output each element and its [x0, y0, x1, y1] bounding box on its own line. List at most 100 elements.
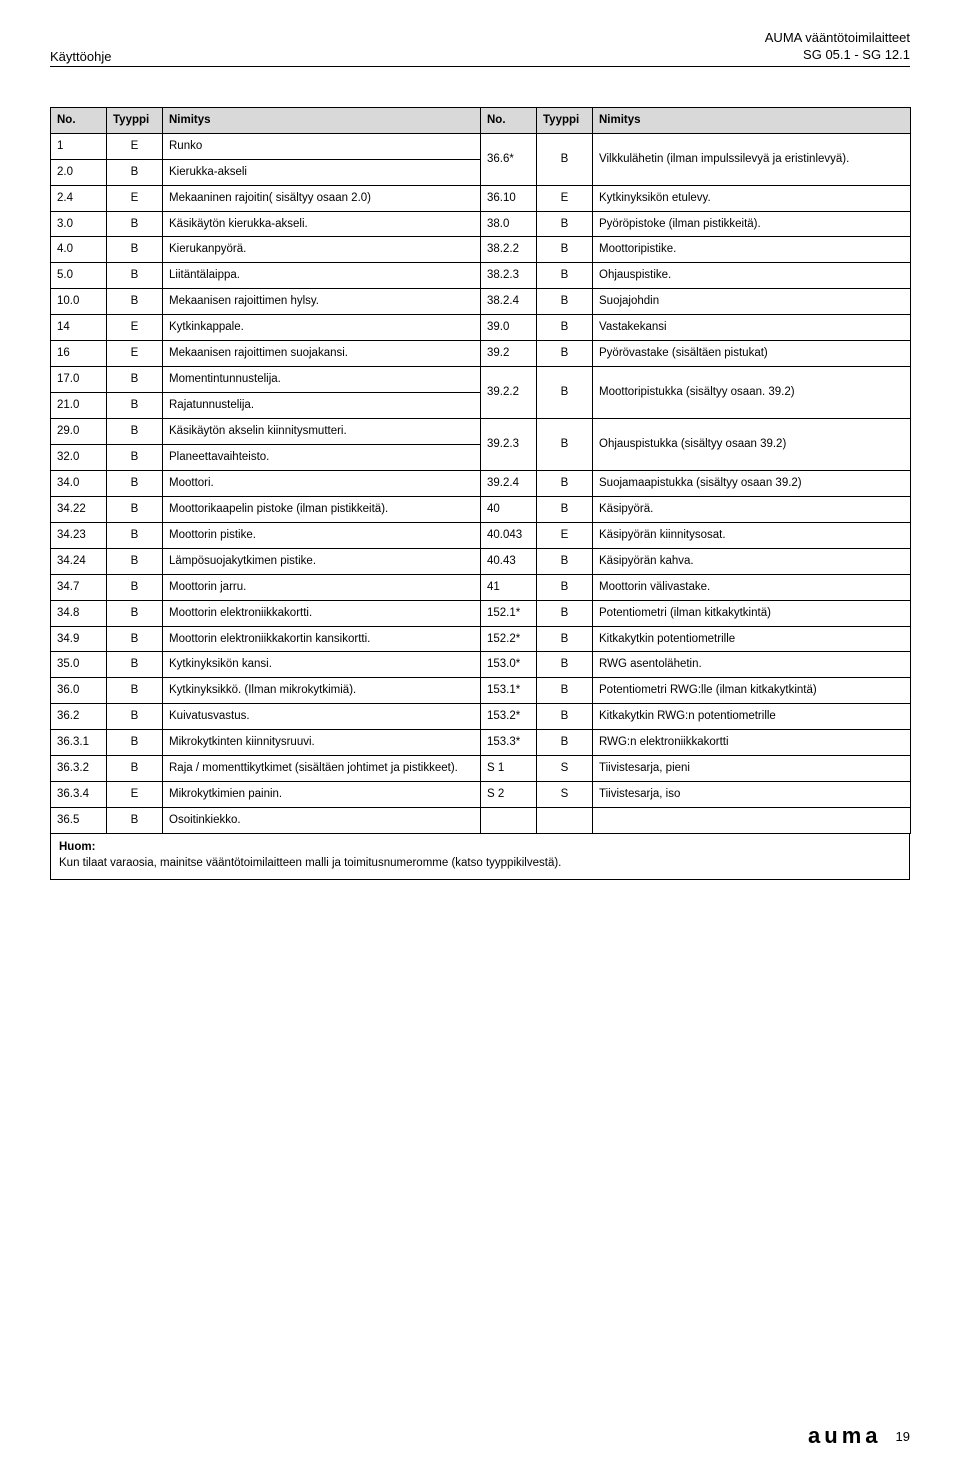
cell-name: Kitkakytkin potentiometrille: [593, 626, 911, 652]
cell-type: B: [537, 496, 593, 522]
table-row: 36.0BKytkinyksikkö. (Ilman mikrokytkimiä…: [51, 678, 911, 704]
cell-name: Mekaanisen rajoittimen hylsy.: [163, 289, 481, 315]
cell-no: 36.10: [481, 185, 537, 211]
footer-page-number: 19: [896, 1429, 910, 1444]
cell-type: E: [537, 185, 593, 211]
cell-no: 38.0: [481, 211, 537, 237]
table-header-row: No. Tyyppi Nimitys No. Tyyppi Nimitys: [51, 107, 911, 133]
note-text: Kun tilaat varaosia, mainitse vääntötoim…: [59, 857, 561, 869]
cell-no: 10.0: [51, 289, 107, 315]
cell-no: 153.1*: [481, 678, 537, 704]
cell-type: E: [107, 341, 163, 367]
cell-name: Ohjauspistukka (sisältyy osaan 39.2): [593, 419, 911, 471]
cell-name: Moottorikaapelin pistoke (ilman pistikke…: [163, 496, 481, 522]
cell-name: Kuivatusvastus.: [163, 704, 481, 730]
th-name-left: Nimitys: [163, 107, 481, 133]
table-row: 34.7BMoottorin jarru.41BMoottorin väliva…: [51, 574, 911, 600]
cell-type: E: [537, 522, 593, 548]
cell-type: B: [107, 652, 163, 678]
table-row: 1ERunko36.6*BVilkkulähetin (ilman impuls…: [51, 133, 911, 159]
cell-name: Moottorin elektroniikkakortin kansikortt…: [163, 626, 481, 652]
cell-name: Potentiometri RWG:lle (ilman kitkakytkin…: [593, 678, 911, 704]
table-row: 36.5BOsoitinkiekko.: [51, 808, 911, 834]
cell-name: Suojajohdin: [593, 289, 911, 315]
cell-no: 3.0: [51, 211, 107, 237]
cell-type: B: [107, 237, 163, 263]
table-row: 34.22 B Moottorikaapelin pistoke (ilman pi…: [51, 496, 911, 522]
cell-type: B: [537, 315, 593, 341]
header-right-line1: AUMA vääntötoimilaitteet: [765, 30, 910, 47]
cell-name: RWG asentolähetin.: [593, 652, 911, 678]
cell-type: B: [537, 652, 593, 678]
cell-no: 40.043: [481, 522, 537, 548]
cell-type: B: [107, 470, 163, 496]
table-row: 29.0BKäsikäytön akselin kiinnitysmutteri…: [51, 419, 911, 445]
cell-type: B: [107, 704, 163, 730]
cell-name: Vilkkulähetin (ilman impulssilevyä ja er…: [593, 133, 911, 185]
table-row: 36.3.2BRaja / momenttikytkimet (sisältäe…: [51, 756, 911, 782]
cell-no: 36.3.4: [51, 782, 107, 808]
cell-name: Käsipyörän kiinnitysosat.: [593, 522, 911, 548]
cell-type: B: [537, 600, 593, 626]
cell-type: B: [107, 600, 163, 626]
cell-type: E: [107, 185, 163, 211]
cell-type: B: [537, 211, 593, 237]
cell-name: Raja / momenttikytkimet (sisältäen johti…: [163, 756, 481, 782]
table-row: 17.0BMomentintunnustelija.39.2.2BMoottor…: [51, 367, 911, 393]
cell-name: Planeettavaihteisto.: [163, 444, 481, 470]
cell-name: Moottoripistike.: [593, 237, 911, 263]
table-row: 34.23BMoottorin pistike.40.043EKäsipyörä…: [51, 522, 911, 548]
table-row: 10.0BMekaanisen rajoittimen hylsy.38.2.4…: [51, 289, 911, 315]
cell-type: B: [537, 574, 593, 600]
cell-name: Mikrokytkinten kiinnitysruuvi.: [163, 730, 481, 756]
cell-name: Käsikäytön akselin kiinnitysmutteri.: [163, 419, 481, 445]
table-row: 36.3.4EMikrokytkimien painin.S 2STiivist…: [51, 782, 911, 808]
cell-name: Kytkinyksikön etulevy.: [593, 185, 911, 211]
cell-name: RWG:n elektroniikkakortti: [593, 730, 911, 756]
cell-no: 36.6*: [481, 133, 537, 185]
cell-no: 4.0: [51, 237, 107, 263]
cell-type: E: [107, 782, 163, 808]
cell-name: Pyöröpistoke (ilman pistikkeitä).: [593, 211, 911, 237]
cell-name: Pyörövastake (sisältäen pistukat): [593, 341, 911, 367]
cell-type: B: [107, 756, 163, 782]
cell-type: B: [537, 237, 593, 263]
cell-type: B: [537, 289, 593, 315]
cell-name: Mekaaninen rajoitin( sisältyy osaan 2.0): [163, 185, 481, 211]
cell-type: B: [107, 289, 163, 315]
th-no-left: No.: [51, 107, 107, 133]
cell-no: 34.22: [51, 496, 107, 522]
th-name-right: Nimitys: [593, 107, 911, 133]
cell-type: B: [107, 678, 163, 704]
cell-no: 39.2.4: [481, 470, 537, 496]
cell-name: Käsipyörän kahva.: [593, 548, 911, 574]
cell-name: Kytkinyksikkö. (Ilman mikrokytkimiä).: [163, 678, 481, 704]
cell-name: Mikrokytkimien painin.: [163, 782, 481, 808]
cell-type: B: [537, 133, 593, 185]
cell-no: 36.2: [51, 704, 107, 730]
cell-type: B: [537, 470, 593, 496]
table-row: 16EMekaanisen rajoittimen suojakansi.39.…: [51, 341, 911, 367]
cell-no: 1: [51, 133, 107, 159]
footer-logo: auma: [808, 1423, 881, 1449]
cell-name: Rajatunnustelija.: [163, 393, 481, 419]
cell-name: Kitkakytkin RWG:n potentiometrille: [593, 704, 911, 730]
cell-type: B: [537, 367, 593, 419]
cell-type: B: [107, 159, 163, 185]
cell-name: Kytkinyksikön kansi.: [163, 652, 481, 678]
table-row: 34.24BLämpösuojakytkimen pistike.40.43BK…: [51, 548, 911, 574]
cell-type: B: [107, 626, 163, 652]
cell-no: 34.23: [51, 522, 107, 548]
cell-type: B: [537, 678, 593, 704]
cell-type: B: [107, 574, 163, 600]
table-row: 4.0BKierukanpyörä.38.2.2BMoottoripistike…: [51, 237, 911, 263]
cell-name: Liitäntälaippa.: [163, 263, 481, 289]
table-row: 34.9BMoottorin elektroniikkakortin kansi…: [51, 626, 911, 652]
cell-no: 152.2*: [481, 626, 537, 652]
cell-no: 2.4: [51, 185, 107, 211]
cell-name: Suojamaapistukka (sisältyy osaan 39.2): [593, 470, 911, 496]
cell-type: B: [107, 419, 163, 445]
page-footer: auma 19: [50, 1423, 910, 1449]
note-label: Huom:: [59, 841, 95, 853]
cell-name: Kytkinkappale.: [163, 315, 481, 341]
